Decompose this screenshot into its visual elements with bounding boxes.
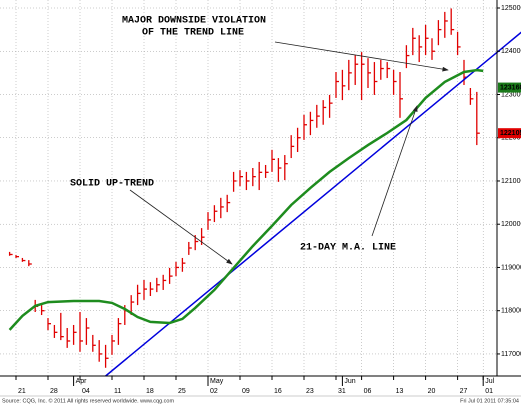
month-label: Jul xyxy=(485,378,494,385)
last-value-box xyxy=(498,82,521,93)
x-tick-label: 21 xyxy=(18,388,26,395)
annotation: OF THE TREND LINE xyxy=(142,28,244,39)
x-tick-label: 28 xyxy=(50,388,58,395)
y-tick-label: 119000 xyxy=(501,264,521,271)
last-value-label: 123160 xyxy=(500,84,521,91)
y-tick-label: 118000 xyxy=(501,308,521,315)
annotation: SOLID UP-TREND xyxy=(70,179,154,190)
last-value-label: 122105 xyxy=(500,130,521,137)
x-tick-label: 18 xyxy=(146,388,154,395)
x-tick-label: 23 xyxy=(306,388,314,395)
month-label: Apr xyxy=(76,378,88,385)
x-tick-label: 20 xyxy=(428,388,436,395)
x-tick-label: 27 xyxy=(460,388,468,395)
y-tick-label: 123000 xyxy=(501,91,521,98)
month-label: Jun xyxy=(344,378,355,385)
moving-average xyxy=(8,68,484,331)
x-tick-label: 06 xyxy=(364,388,372,395)
y-tick-label: 121000 xyxy=(501,178,521,185)
footer-source: Source: CQG, Inc. © 2011 All rights rese… xyxy=(2,397,174,404)
footer-timestamp: Fri Jul 01 2011 07:35:04 xyxy=(460,398,519,404)
y-tick-label: 124000 xyxy=(501,48,521,55)
x-tick-label: 02 xyxy=(210,388,218,395)
x-tick-label: 25 xyxy=(178,388,186,395)
x-tick-label: 04 xyxy=(82,388,90,395)
trend-line xyxy=(105,31,521,377)
x-tick-label: 01 xyxy=(485,388,493,395)
annotation: MAJOR DOWNSIDE VIOLATION xyxy=(122,16,266,27)
marks xyxy=(8,8,521,377)
x-tick-label: 11 xyxy=(114,388,121,395)
annotation: 21-DAY M.A. LINE xyxy=(300,243,396,254)
grid xyxy=(0,0,497,376)
arrow xyxy=(274,41,449,72)
arrow xyxy=(129,189,233,265)
y-tick-label: 125000 xyxy=(501,5,521,12)
x-tick-label: 31 xyxy=(338,388,346,395)
month-label: May xyxy=(210,378,224,385)
y-tick-label: 120000 xyxy=(501,221,521,228)
last-value-box xyxy=(498,128,521,139)
arrow xyxy=(371,105,418,237)
x-tick-label: 09 xyxy=(242,388,250,395)
x-tick-label: 16 xyxy=(274,388,282,395)
y-tick-label: 117000 xyxy=(501,351,521,358)
x-tick-label: 13 xyxy=(396,388,404,395)
